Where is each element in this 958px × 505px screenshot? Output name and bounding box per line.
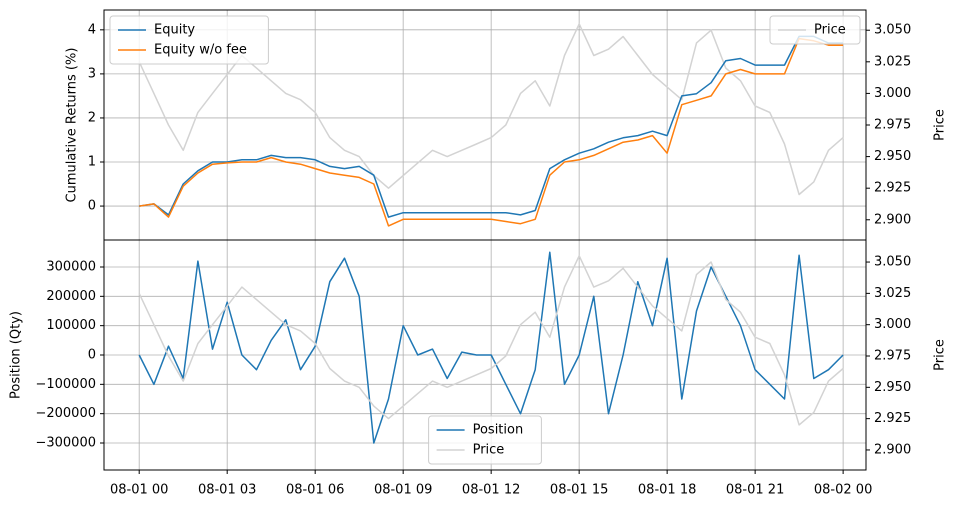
- legend-box: [109, 15, 269, 65]
- x-tick-label: 08-01 21: [726, 483, 784, 498]
- y2-tick-label: 3.025: [874, 286, 911, 301]
- y-tick-label: 3: [88, 66, 96, 81]
- series-line: [139, 35, 844, 218]
- y-tick-label: 0: [88, 348, 96, 363]
- y2-tick-label: 2.925: [874, 411, 911, 426]
- y-tick-label: 200000: [46, 289, 96, 304]
- legend-label: Position: [473, 423, 524, 438]
- y-tick-label: 100000: [46, 318, 96, 333]
- legend-label: Price: [473, 443, 505, 458]
- series-line: [138, 251, 844, 444]
- x-tick-label: 08-01 03: [198, 483, 256, 498]
- y2-tick-label: 2.900: [874, 212, 911, 227]
- y-tick-label: −200000: [35, 406, 96, 421]
- y-tick-label: 2: [88, 110, 96, 125]
- x-tick-label: 08-01 18: [638, 483, 696, 498]
- y-tick-label: 1: [88, 155, 96, 170]
- x-tick-label: 08-01 09: [374, 483, 432, 498]
- legend-label: Equity: [154, 23, 195, 38]
- y-tick-label: 300000: [46, 259, 96, 274]
- x-tick-label: 08-01 12: [462, 483, 520, 498]
- y2-tick-label: 3.000: [874, 86, 911, 101]
- series-line: [138, 255, 844, 426]
- y2-tick-label: 3.000: [874, 317, 911, 332]
- legend-box: [428, 415, 542, 465]
- y2-tick-label: 3.050: [874, 23, 911, 38]
- y2-axis-label: Price: [933, 109, 948, 141]
- y2-axis-label: Price: [933, 339, 948, 371]
- y2-tick-label: 2.975: [874, 118, 911, 133]
- x-tick-label: 08-01 00: [110, 483, 168, 498]
- y-tick-label: −100000: [35, 377, 96, 392]
- y2-tick-label: 2.925: [874, 181, 911, 196]
- y2-tick-label: 2.975: [874, 349, 911, 364]
- axes-frame: [103, 239, 867, 471]
- y2-tick-label: 3.050: [874, 255, 911, 270]
- legend-label: Equity w/o fee: [154, 43, 247, 58]
- x-tick-label: 08-02 00: [814, 483, 872, 498]
- y-tick-label: −300000: [35, 436, 96, 451]
- y2-tick-label: 2.950: [874, 380, 911, 395]
- series-line: [139, 37, 844, 227]
- y-tick-label: 0: [88, 199, 96, 214]
- x-tick-label: 08-01 06: [286, 483, 344, 498]
- series-line: [138, 23, 844, 196]
- x-tick-label: 08-01 15: [550, 483, 608, 498]
- legend-box: [769, 15, 861, 45]
- legend-label: Price: [814, 23, 846, 38]
- y-axis-label: Cumulative Returns (%): [65, 48, 80, 203]
- y-tick-label: 4: [88, 22, 96, 37]
- y2-tick-label: 3.025: [874, 54, 911, 69]
- y-axis-label: Position (Qty): [9, 311, 24, 399]
- y2-tick-label: 2.900: [874, 442, 911, 457]
- y2-tick-label: 2.950: [874, 149, 911, 164]
